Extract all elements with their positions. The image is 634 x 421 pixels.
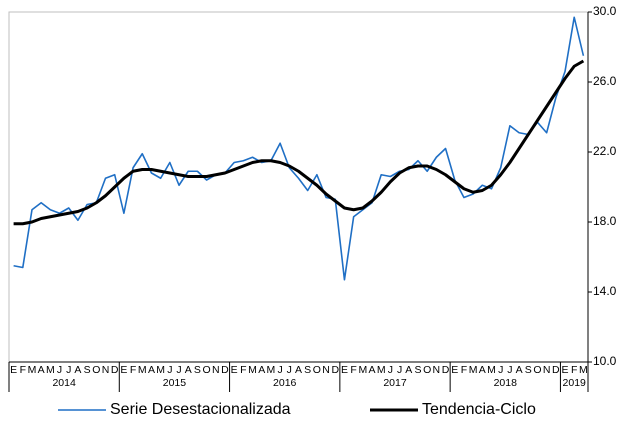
y-tick-label: 26.0 [593,74,617,88]
x-tick-label: A [295,364,302,376]
x-tick-label: S [414,364,421,376]
x-tick-label: E [341,364,348,376]
x-tick-label: D [111,364,119,376]
x-tick-label: D [442,364,450,376]
x-tick-label: A [185,364,192,376]
y-tick-label: 14.0 [593,284,617,298]
x-tick-label: J [397,364,402,376]
x-tick-label: A [405,364,412,376]
x-tick-label: O [313,364,321,376]
y-tick-label: 10.0 [593,354,617,368]
x-tick-label: M [377,364,386,376]
x-tick-label: D [331,364,339,376]
x-tick-label: E [451,364,458,376]
x-tick-label: J [287,364,292,376]
x-tick-label: N [322,364,330,376]
x-tick-label: J [57,364,62,376]
y-tick-label: 18.0 [593,214,617,228]
year-label: 2019 [563,377,587,389]
x-tick-label: J [498,364,503,376]
x-tick-label: F [130,364,136,376]
x-tick-label: F [461,364,467,376]
x-tick-label: A [516,364,523,376]
x-tick-label: J [507,364,512,376]
x-tick-label: N [212,364,220,376]
x-tick-label: M [487,364,496,376]
legend-label: Serie Desestacionalizada [110,401,291,418]
x-tick-label: J [167,364,172,376]
x-tick-label: D [552,364,560,376]
year-label: 2018 [494,377,518,389]
x-tick-label: D [221,364,229,376]
x-tick-label: J [388,364,393,376]
x-tick-label: N [543,364,551,376]
x-tick-label: A [369,364,376,376]
x-tick-label: F [240,364,246,376]
x-tick-label: E [120,364,127,376]
x-tick-label: F [20,364,26,376]
y-tick-label: 22.0 [593,144,617,158]
x-tick-label: O [533,364,541,376]
x-tick-label: E [231,364,238,376]
x-tick-label: A [38,364,45,376]
x-tick-label: M [248,364,257,376]
x-tick-label: E [10,364,17,376]
x-tick-label: J [277,364,282,376]
x-tick-label: M [469,364,478,376]
x-tick-label: M [156,364,165,376]
x-tick-label: M [46,364,55,376]
x-tick-label: S [194,364,201,376]
x-tick-label: M [138,364,147,376]
x-tick-label: F [350,364,356,376]
x-tick-label: E [562,364,569,376]
x-tick-label: A [258,364,265,376]
x-tick-label: A [479,364,486,376]
x-tick-label: J [66,364,71,376]
x-tick-label: S [525,364,532,376]
x-tick-label: M [358,364,367,376]
x-tick-label: J [176,364,181,376]
x-tick-label: F [571,364,577,376]
year-label: 2014 [52,377,76,389]
x-tick-label: S [84,364,91,376]
x-tick-label: M [28,364,37,376]
plot-frame [8,11,589,363]
x-tick-label: N [102,364,110,376]
y-tick-label: 30.0 [593,4,617,18]
x-tick-label: A [74,364,81,376]
x-tick-label: M [579,364,588,376]
x-tick-label: O [92,364,100,376]
x-tick-label: N [433,364,441,376]
year-label: 2016 [273,377,297,389]
legend-label: Tendencia-Ciclo [422,401,536,418]
series-line [13,16,585,281]
x-tick-label: O [423,364,431,376]
x-tick-label: O [203,364,211,376]
year-label: 2017 [383,377,407,389]
year-label: 2015 [163,377,187,389]
series-line [13,59,585,226]
x-tick-label: M [267,364,276,376]
x-tick-label: A [148,364,155,376]
x-tick-label: S [304,364,311,376]
